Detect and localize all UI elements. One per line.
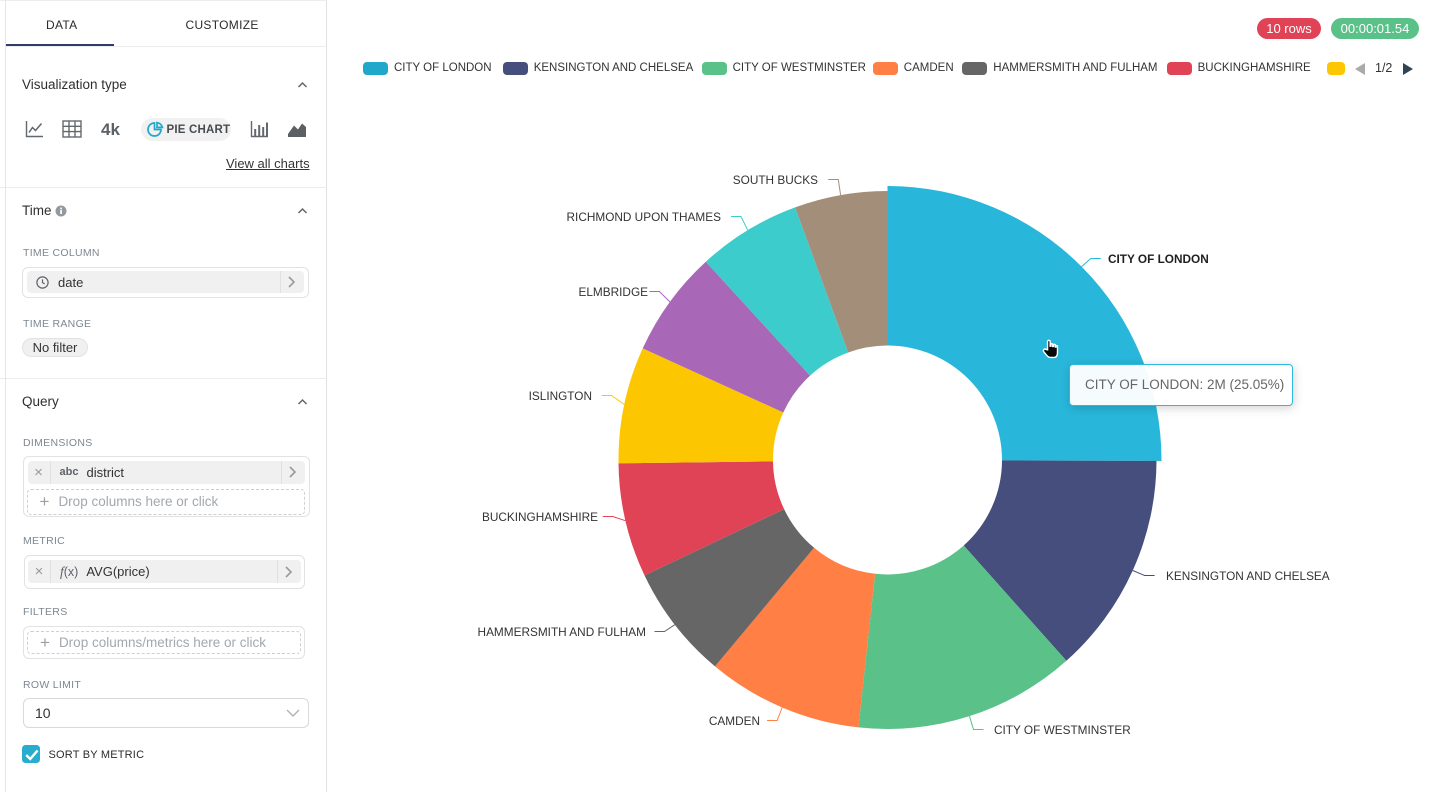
- svg-text:KENSINGTON AND CHELSEA: KENSINGTON AND CHELSEA: [1166, 569, 1330, 583]
- svg-text:ISLINGTON: ISLINGTON: [529, 389, 592, 403]
- svg-text:CITY OF LONDON: CITY OF LONDON: [1108, 252, 1209, 266]
- svg-text:HAMMERSMITH AND FULHAM: HAMMERSMITH AND FULHAM: [478, 625, 646, 639]
- svg-text:CAMDEN: CAMDEN: [709, 714, 760, 728]
- svg-text:ELMBRIDGE: ELMBRIDGE: [579, 285, 649, 299]
- svg-text:CITY OF WESTMINSTER: CITY OF WESTMINSTER: [994, 723, 1131, 737]
- svg-text:BUCKINGHAMSHIRE: BUCKINGHAMSHIRE: [482, 510, 598, 524]
- svg-text:RICHMOND UPON THAMES: RICHMOND UPON THAMES: [567, 210, 722, 224]
- svg-text:SOUTH BUCKS: SOUTH BUCKS: [733, 173, 818, 187]
